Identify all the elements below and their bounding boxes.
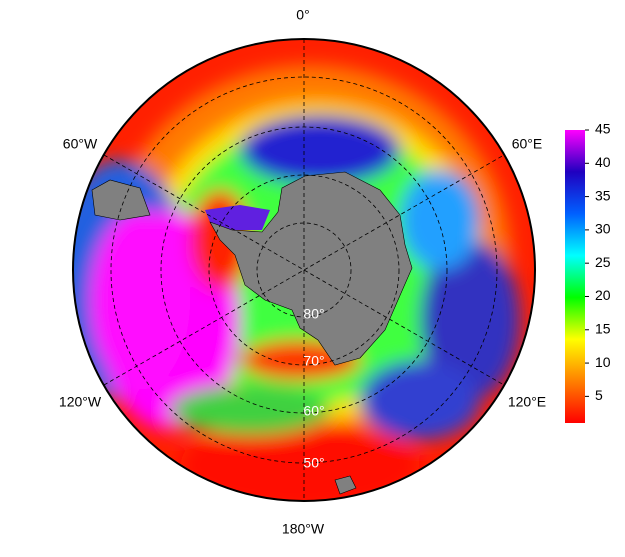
colorbar-tick-label: 10	[595, 354, 611, 370]
meridian-label: 60°W	[63, 136, 98, 152]
latitude-label: 60°	[303, 403, 324, 419]
colorbar-tick-label: 30	[595, 221, 611, 237]
colorbar: 5 10 15 20 25 30 35 40 45	[565, 121, 611, 423]
latitude-label: 50°	[303, 455, 324, 471]
colorbar-tick-label: 20	[595, 287, 611, 303]
latitude-label: 80°	[303, 306, 324, 322]
colorbar-tick-label: 40	[595, 154, 611, 170]
meridian-label: 60°E	[512, 136, 543, 152]
meridian-label: 0°	[296, 7, 309, 23]
land	[334, 475, 357, 495]
colorbar-tick-label: 15	[595, 320, 611, 336]
latitude-label: 70°	[303, 353, 324, 369]
colorbar-ramp	[565, 130, 585, 423]
colorbar-tick-label: 45	[595, 121, 611, 137]
latitude-labels: 80° 70° 60° 50°	[303, 306, 324, 471]
data-field	[73, 39, 535, 501]
meridian-label: 180°W	[282, 521, 325, 537]
colorbar-tick-label: 5	[595, 387, 603, 403]
map-border	[72, 38, 536, 502]
colorbar-tick-label: 35	[595, 187, 611, 203]
colorbar-tick-label: 25	[595, 254, 611, 270]
meridian-label: 120°E	[508, 394, 546, 410]
meridian-label: 120°W	[59, 394, 102, 410]
land	[91, 179, 151, 221]
antarctica	[209, 171, 413, 366]
graticule	[103, 39, 505, 501]
